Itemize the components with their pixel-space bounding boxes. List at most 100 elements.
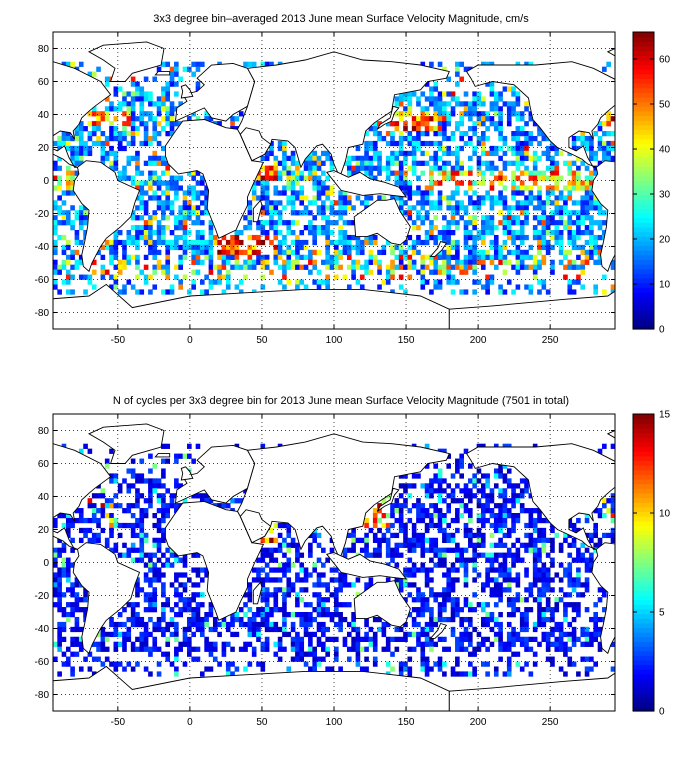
data-bin <box>321 621 326 628</box>
data-bin <box>455 210 460 216</box>
data-bin <box>381 537 387 543</box>
data-bin <box>567 180 573 186</box>
colorbar-segment <box>633 226 654 233</box>
data-bin <box>57 592 62 598</box>
data-bin <box>299 264 305 270</box>
data-bin <box>545 631 551 638</box>
data-bin <box>243 602 248 608</box>
data-bin <box>489 165 495 171</box>
data-bin <box>264 185 270 191</box>
data-bin <box>303 160 309 166</box>
data-bin <box>65 140 71 147</box>
data-bin <box>455 254 460 260</box>
data-bin <box>260 587 266 593</box>
data-bin <box>576 155 581 161</box>
data-bin <box>398 185 404 191</box>
data-bin <box>351 641 356 647</box>
data-bin <box>446 493 452 499</box>
data-bin <box>74 597 80 603</box>
data-bin <box>161 602 166 608</box>
data-bin <box>554 597 560 603</box>
data-bin <box>321 646 326 652</box>
data-bin <box>385 175 391 181</box>
data-bin <box>558 150 564 157</box>
data-bin <box>463 101 469 107</box>
data-bin <box>563 274 568 280</box>
data-bin <box>493 483 499 489</box>
data-bin <box>57 641 62 647</box>
data-bin <box>429 170 434 176</box>
data-bin <box>489 145 495 152</box>
data-bin <box>364 656 369 662</box>
data-bin <box>161 443 166 449</box>
data-bin <box>321 602 326 608</box>
data-bin <box>169 493 175 499</box>
data-bin <box>584 557 590 563</box>
data-bin <box>476 259 482 265</box>
data-bin <box>70 582 75 588</box>
colorbar-segment <box>633 64 654 70</box>
data-bin <box>199 234 205 241</box>
data-bin <box>308 602 313 608</box>
data-bin <box>493 121 499 127</box>
data-bin <box>53 230 58 236</box>
data-bin <box>537 264 542 270</box>
data-bin <box>312 562 317 568</box>
data-bin <box>130 542 136 548</box>
data-bin <box>104 636 110 642</box>
data-bin <box>493 527 499 534</box>
data-bin <box>455 126 460 132</box>
data-bin <box>247 264 253 270</box>
data-bin <box>480 552 486 558</box>
data-bin <box>455 458 460 464</box>
data-bin <box>519 493 525 499</box>
data-bin <box>498 200 503 206</box>
colorbar-tick-label: 5 <box>659 608 665 619</box>
data-bin <box>230 234 235 241</box>
data-bin <box>346 656 352 662</box>
data-bin <box>519 160 525 166</box>
data-bin <box>511 215 516 221</box>
data-bin <box>174 592 179 598</box>
data-bin <box>433 86 439 92</box>
data-bin <box>463 631 469 638</box>
data-bin <box>567 562 573 568</box>
data-bin <box>437 636 443 642</box>
data-bin <box>537 557 542 563</box>
data-bin <box>433 116 439 122</box>
data-bin <box>437 180 443 186</box>
data-bin <box>511 513 516 519</box>
data-bin <box>528 175 534 181</box>
data-bin <box>610 503 616 509</box>
data-bin <box>442 101 447 107</box>
data-bin <box>195 254 201 260</box>
data-bin <box>117 264 123 270</box>
data-bin <box>372 661 378 667</box>
data-bin <box>429 666 434 672</box>
data-bin <box>57 140 62 147</box>
data-bin <box>455 150 460 157</box>
data-bin <box>61 259 67 265</box>
data-bin <box>515 145 521 152</box>
data-bin <box>420 517 426 524</box>
data-bin <box>277 577 283 583</box>
colorbar-segment <box>633 148 654 154</box>
data-bin <box>403 582 408 588</box>
data-bin <box>411 562 417 568</box>
data-bin <box>312 170 317 176</box>
data-bin <box>519 111 525 117</box>
data-bin <box>398 170 404 176</box>
data-bin <box>433 616 439 623</box>
data-bin <box>321 631 326 638</box>
data-bin <box>437 234 443 241</box>
data-bin <box>122 96 127 102</box>
data-bin <box>550 165 555 171</box>
data-bin <box>282 234 287 241</box>
data-bin <box>532 254 538 260</box>
data-bin <box>437 165 443 171</box>
data-bin <box>472 493 477 499</box>
data-bin <box>187 190 192 196</box>
data-bin <box>420 656 426 662</box>
data-bin <box>424 150 430 157</box>
data-bin <box>468 651 473 657</box>
